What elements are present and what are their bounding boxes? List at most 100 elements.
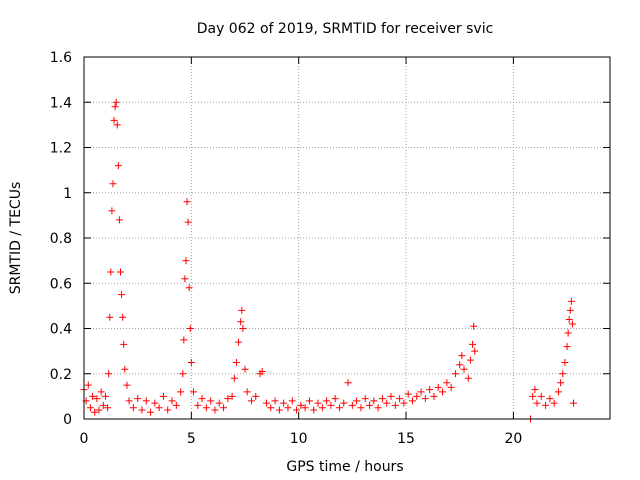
y-axis-label: SRMTID / TECUs [8,182,24,295]
chart-title: Day 062 of 2019, SRMTID for receiver svi… [197,21,494,37]
data-point [194,401,202,409]
y-tick-label: 0 [63,412,72,428]
data-point [151,399,159,407]
data-point [207,397,215,405]
data-point [111,103,119,111]
data-point [86,404,94,412]
data-point [533,399,541,407]
data-point [387,392,395,400]
data-point [123,381,131,389]
data-point [112,98,120,106]
data-point [113,121,121,129]
data-point [101,392,109,400]
x-tick-label: 20 [504,431,522,447]
data-point [439,388,447,396]
data-point [340,399,348,407]
data-point [238,306,246,314]
data-point [469,340,477,348]
data-point [97,388,105,396]
data-point [184,218,192,226]
data-point [181,275,189,283]
data-point [118,291,126,299]
data-point [91,408,99,416]
data-point [243,388,251,396]
data-point [142,397,150,405]
data-point [357,404,365,412]
data-point [531,386,539,394]
data-point [391,401,399,409]
data-point [121,365,129,373]
data-point [275,406,283,414]
data-point [361,395,369,403]
data-point [314,399,322,407]
data-point [471,347,479,355]
data-point [95,406,103,414]
data-point [293,406,301,414]
data-point [323,397,331,405]
data-point [404,390,412,398]
data-point [331,395,339,403]
data-point [215,399,223,407]
data-point [546,395,554,403]
data-point [353,397,361,405]
data-point [93,395,101,403]
y-tick-label: 0.4 [50,322,72,338]
y-tick-label: 0.6 [50,276,72,292]
data-point [239,325,247,332]
data-point [370,397,378,405]
data-point [327,401,335,409]
data-point [400,399,408,407]
data-point [408,397,416,405]
data-point [529,392,537,400]
data-point [211,406,219,414]
data-point [310,406,318,414]
data-point [301,404,309,412]
data-point [348,401,356,409]
data-point [568,320,576,328]
data-point [284,404,292,412]
data-point [470,322,478,330]
data-point [383,399,391,407]
data-point [138,406,146,414]
data-point [430,392,438,400]
data-point [104,404,112,412]
data-point [559,370,567,378]
data-point [288,397,296,405]
data-point [183,198,191,206]
y-tick-label: 1.4 [50,95,72,111]
data-point [366,401,374,409]
data-point [125,397,133,405]
data-point [110,116,118,124]
data-point [129,404,137,412]
data-point [180,336,188,344]
data-point [460,365,468,373]
data-point [172,401,180,409]
data-point [89,392,97,400]
data-point [262,399,270,407]
data-point [241,365,249,373]
data-point [413,392,421,400]
y-tick-label: 1 [63,186,72,202]
data-point [120,340,128,348]
data-point [168,397,176,405]
data-point [566,306,574,314]
x-axis-label: GPS time / hours [286,459,403,475]
x-tick-label: 5 [187,431,196,447]
data-point [537,392,545,400]
data-point [202,404,210,412]
data-point [434,383,442,391]
data-point [344,379,352,387]
data-point [105,370,113,378]
data-point [458,352,466,360]
data-point [466,356,474,364]
data-point [570,399,578,407]
data-point [396,395,404,403]
data-point [443,379,451,387]
data-point [114,162,122,170]
data-point [179,370,187,378]
data-point [378,395,386,403]
data-point [228,392,236,400]
data-point [220,404,228,412]
